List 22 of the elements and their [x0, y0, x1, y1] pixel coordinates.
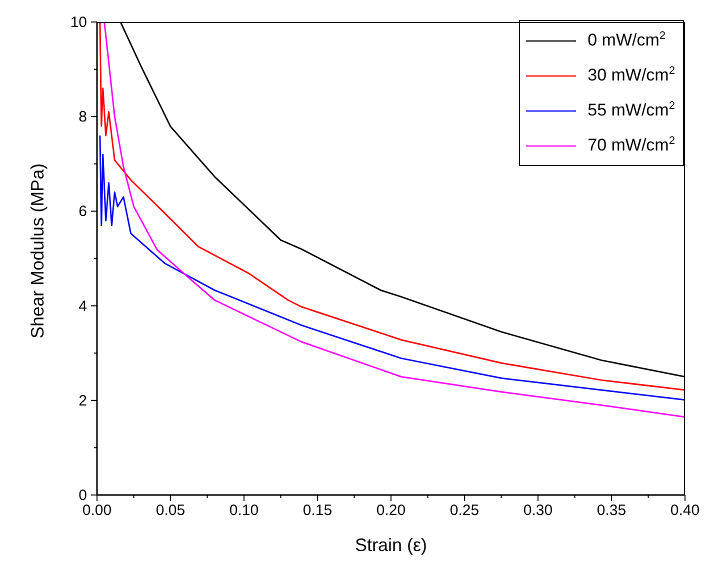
x-axis-title: Strain (ε): [354, 535, 428, 555]
x-tick-label: 0.35: [596, 502, 626, 519]
x-tick-label: 0.10: [229, 502, 259, 519]
x-tick-label: 0.05: [156, 502, 186, 519]
y-axis-title: Shear Modulus (MPa): [27, 163, 48, 338]
x-tick-label: 0.00: [82, 502, 112, 519]
x-tick-label: 0.30: [523, 502, 553, 519]
x-tick-label: 0.15: [302, 502, 332, 519]
x-tick-label: 0.20: [376, 502, 406, 519]
legend-label: 70 mW/cm$^{2}$: [588, 135, 675, 155]
y-tick-label: 10: [70, 14, 87, 31]
legend-label: 0 mW/cm$^{2}$: [588, 30, 666, 50]
y-tick-label: 4: [78, 298, 87, 315]
x-tick-label: 0.25: [450, 502, 480, 519]
y-tick-label: 2: [78, 392, 87, 410]
x-tick-label: 0.40: [670, 502, 700, 519]
line-series: [99, 134, 685, 401]
y-tick-label: 0: [78, 487, 87, 504]
y-tick-label: 6: [78, 203, 87, 220]
y-tick-label: 8: [78, 108, 87, 126]
legend-label: 55 mW/cm$^{2}$: [588, 100, 675, 120]
legend-label: 30 mW/cm$^{2}$: [588, 65, 675, 85]
